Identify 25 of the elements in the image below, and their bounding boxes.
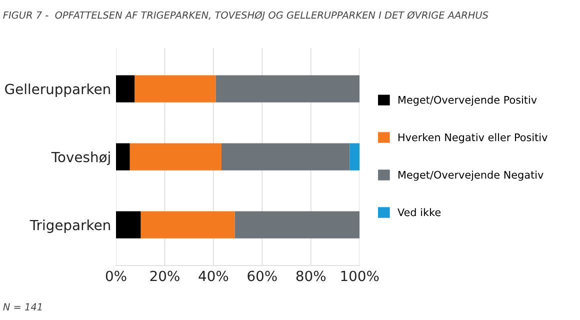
chart-title: FIGUR 7 - OPFATTELSEN AF TRIGEPARKEN, TOVESHØJ OG GELLERUPPARKEN I DET ØVRIGE AARHUS [3, 11, 488, 21]
bar [130, 143, 222, 170]
bar [216, 75, 360, 102]
legend-label: Ved ikke [398, 208, 441, 216]
bar [116, 75, 135, 102]
bar [221, 143, 350, 170]
y-tick-label: Gellerupparken [5, 84, 110, 97]
legend-label: Meget/Overvejende Negativ [398, 170, 544, 181]
bar [116, 143, 130, 170]
bar [234, 211, 360, 238]
bar [350, 143, 360, 170]
x-tick-label: 80% [296, 270, 326, 282]
x-tick-label: 0% [106, 270, 126, 282]
x-tick-label: 20% [150, 270, 180, 282]
text: N = 141 [3, 303, 42, 310]
y-tick-label: Toveshøj [51, 152, 110, 165]
legend-label: Hverken Negativ eller Positiv [398, 133, 548, 144]
bar [140, 211, 235, 238]
legend-label: Meget/Overvejende Positiv [398, 96, 537, 106]
x-tick-label: 40% [198, 270, 228, 282]
bar [116, 211, 141, 238]
x-tick-label: 60% [248, 270, 277, 282]
bar [134, 75, 216, 102]
x-tick-label: 100% [341, 270, 379, 282]
y-tick-label: Trigeparken [30, 220, 110, 233]
